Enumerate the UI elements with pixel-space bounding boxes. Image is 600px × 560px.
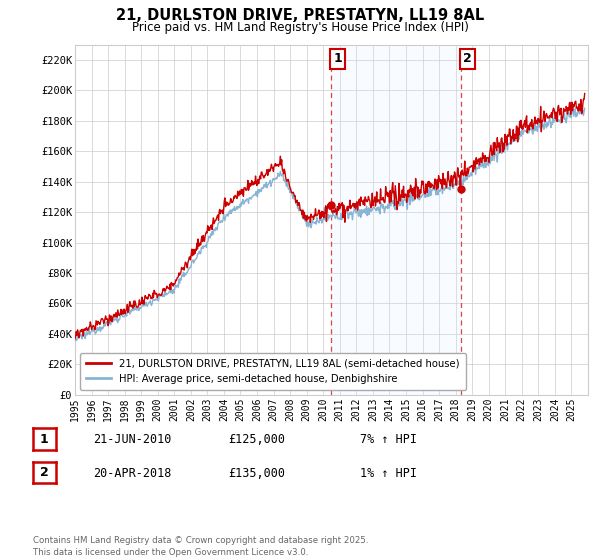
Text: 1% ↑ HPI: 1% ↑ HPI [360, 466, 417, 480]
Text: Contains HM Land Registry data © Crown copyright and database right 2025.
This d: Contains HM Land Registry data © Crown c… [33, 536, 368, 557]
Legend: 21, DURLSTON DRIVE, PRESTATYN, LL19 8AL (semi-detached house), HPI: Average pric: 21, DURLSTON DRIVE, PRESTATYN, LL19 8AL … [80, 353, 466, 390]
Text: 1: 1 [333, 53, 342, 66]
Text: 20-APR-2018: 20-APR-2018 [93, 466, 172, 480]
Text: £125,000: £125,000 [228, 433, 285, 446]
Text: 7% ↑ HPI: 7% ↑ HPI [360, 433, 417, 446]
Text: 21, DURLSTON DRIVE, PRESTATYN, LL19 8AL: 21, DURLSTON DRIVE, PRESTATYN, LL19 8AL [116, 8, 484, 24]
Text: £135,000: £135,000 [228, 466, 285, 480]
Text: Price paid vs. HM Land Registry's House Price Index (HPI): Price paid vs. HM Land Registry's House … [131, 21, 469, 34]
Text: 1: 1 [40, 432, 49, 446]
Text: 2: 2 [40, 466, 49, 479]
Text: 21-JUN-2010: 21-JUN-2010 [93, 433, 172, 446]
Text: 2: 2 [463, 53, 472, 66]
